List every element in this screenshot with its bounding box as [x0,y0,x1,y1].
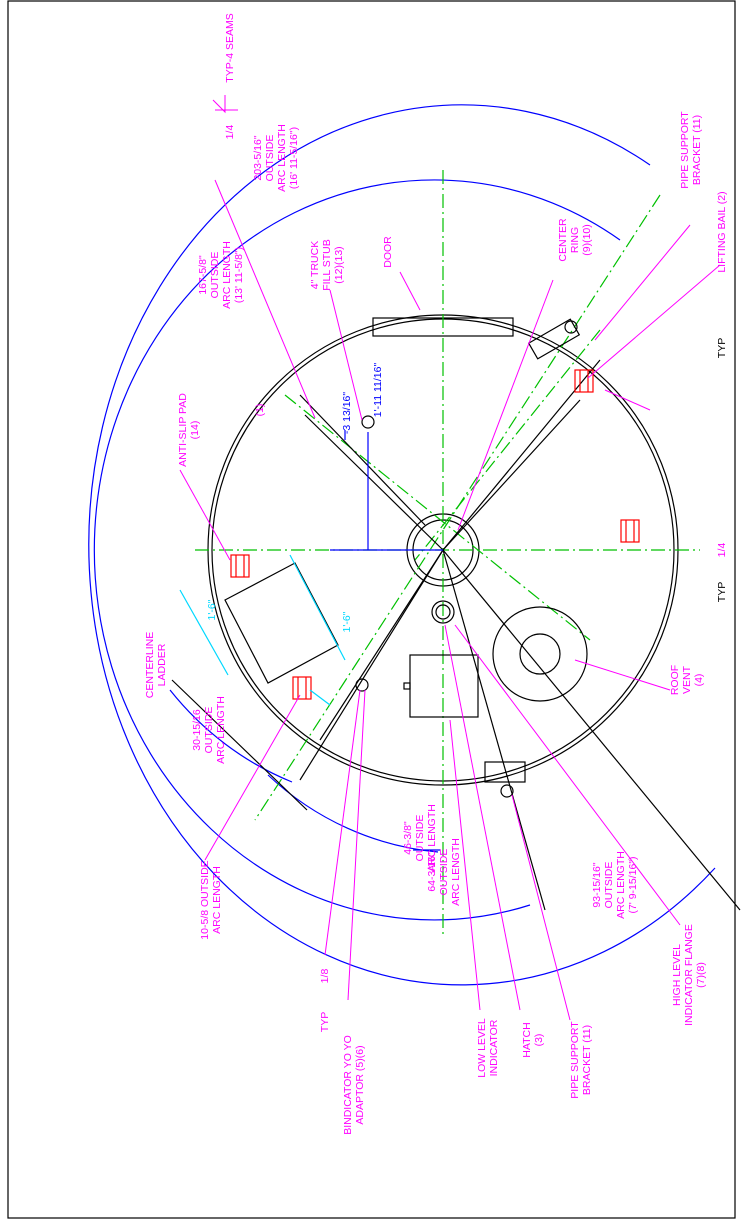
label: HIGH LEVEL [671,944,683,1006]
label: TYP [319,1012,331,1032]
label: OUTSIDE [603,862,615,909]
label: CENTER [557,218,569,262]
label: (14) [189,421,201,440]
label: INDICATOR [488,1019,500,1076]
label: FILL STUB [321,239,333,291]
label: (7)(8) [695,962,707,988]
label: 1'-6" [206,599,218,620]
label: OUTSIDE [203,707,215,754]
label: OUTSIDE [209,252,221,299]
label: ARC LENGTH [215,696,227,764]
label: 93-15/16" [591,862,603,907]
label: LIFTING BAIL (2) [716,191,728,272]
label: 10-5/8 OUTSIDE [199,860,211,939]
label: BRACKET (11) [581,1025,593,1095]
label: LOW LEVEL [476,1018,488,1078]
label: ARC LENGTH [276,124,288,192]
label: INDICATOR FLANGE [683,924,695,1026]
label: 203-5/16" [252,135,264,180]
label: (7' 9-15/16") [627,856,639,913]
border [8,1,735,1218]
label: ARC LENGTH [615,851,627,919]
label: 1/8 [319,969,331,984]
label: (4) [693,674,705,687]
label: (16' 11-5/16") [288,127,300,189]
label: 1'-11 11/16" [372,363,384,418]
label: BINDICATOR YO YO [342,1035,354,1135]
label: BRACKET (11) [691,115,703,185]
label: ARC LENGTH [221,241,233,309]
label: PIPE SUPPORT [569,1021,581,1099]
label: OUTSIDE [438,849,450,896]
label: ARC LENGTH [211,866,223,934]
label: 1/4 [716,543,728,558]
label: (9)(10) [581,224,593,256]
label: -3 13/16" [341,392,353,435]
label: OUTSIDE [264,135,276,182]
label: RING [569,227,581,253]
label: TYP [716,582,728,602]
label: 167-5/8" [197,255,209,295]
label: VENT [681,665,693,694]
label: DOOR [382,236,394,268]
geometry [89,95,740,1020]
label: 64-3/16" [426,852,438,892]
label: (12)(13) [333,246,345,283]
label: ARC LENGTH [450,838,462,906]
label: 46-3/8" [402,821,414,855]
label: ANTI-SLIP PAD [177,393,189,467]
label: 1/4 [224,125,236,140]
label: (1) [254,404,266,417]
label: PIPE SUPPORT [679,111,691,189]
label: TYP [716,338,728,358]
label: (3) [533,1034,545,1047]
label: OUTSIDE [414,815,426,862]
label: ROOF [669,665,681,695]
label: ADAPTOR (5)(6) [354,1045,366,1124]
drawing: TYP-4 SEAMS1/4203-5/16"OUTSIDEARC LENGTH… [0,0,743,1226]
label: LADDER [156,643,168,686]
label: TYP-4 SEAMS [224,13,236,82]
label: 4" TRUCK [309,241,321,289]
label: CENTERLINE [144,632,156,699]
label: 30-15/16 [191,709,203,751]
label: (13' 11-5/8") [233,247,245,303]
label: HATCH [521,1022,533,1057]
label: 1'-6" [341,611,353,632]
